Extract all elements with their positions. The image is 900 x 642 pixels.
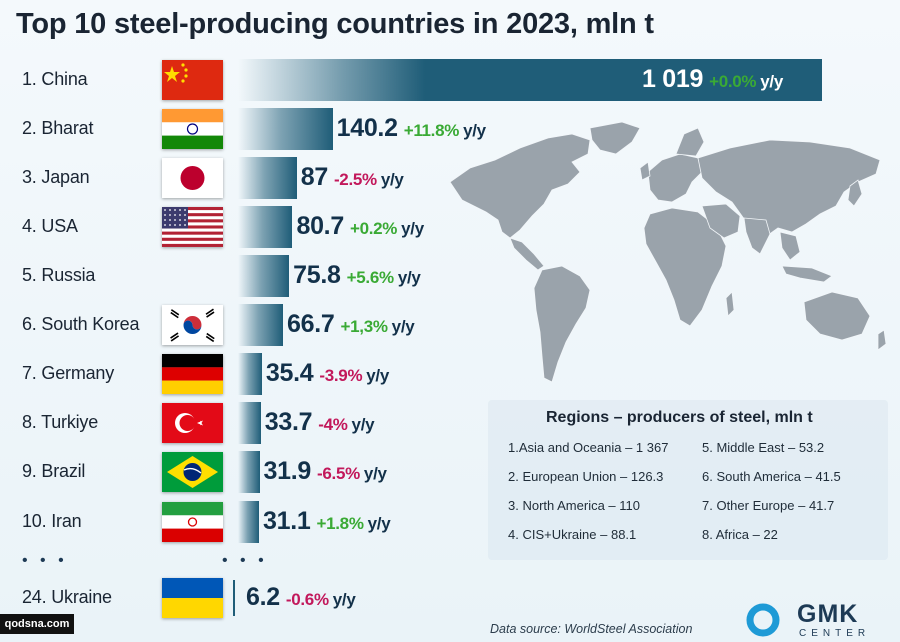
value-label: 35.4 -3.9% y/y [266,359,389,388]
value-label: 6.2 -0.6% y/y [246,583,356,612]
change-label: +5.6% [346,268,394,287]
bar [233,580,235,616]
data-source: Data source: WorldSteel Association [490,622,693,636]
region-item: 4. CIS+Ukraine – 88.1 [508,527,637,542]
south-korea-flag-icon [162,305,223,345]
change-label: -3.9% [319,366,363,385]
country-label: 5. Russia [22,265,96,285]
country-label: 8. Turkiye [22,412,99,432]
gmk-logo: GMK CENTER [745,600,895,642]
country-label: 6. South Korea [22,314,140,334]
value-number: 80.7 [296,212,344,240]
watermark: qodsna.com [0,614,74,634]
yy-suffix: y/y [401,219,424,238]
value-number: 87 [300,163,329,191]
value-label: 80.7 +0.2% y/y [296,212,424,241]
world-map-icon [449,121,887,383]
ukraine-flag-icon [162,578,223,618]
region-item: 5. Middle East – 53.2 [702,440,825,455]
country-label: 3. Japan [22,167,90,187]
yy-suffix: y/y [760,72,783,91]
gmk-ring-logo-icon [746,603,780,637]
value-number: 140.2 [336,114,398,142]
bar [238,108,333,150]
change-label: -2.5% [333,170,377,189]
yy-suffix: y/y [391,317,415,336]
germany-flag-icon [162,354,223,394]
country-label: 24. Ukraine [22,587,112,607]
bar [238,255,290,297]
yy-suffix: y/y [351,415,375,434]
yy-suffix: y/y [367,514,391,533]
value-label: 33.7 -4% y/y [265,408,375,437]
yy-suffix: y/y [397,268,421,287]
value-number: 6.2 [246,583,280,611]
value-label: 87 -2.5% y/y [301,163,404,192]
usa-flag-icon [162,207,223,247]
logo-name: GMK [797,600,859,628]
country-label: 4. USA [22,216,78,236]
change-label: +0.2% [349,219,398,238]
region-item: 1.Asia and Oceania – 1 367 [508,440,669,455]
india-flag-icon [162,109,223,149]
row-ellipsis-left: • • • [22,552,68,569]
bar [238,206,293,248]
yy-suffix: y/y [380,170,404,189]
value-label: 66.7 +1,3% y/y [287,310,415,339]
value-label: 140.2 +11.8% y/y [337,114,486,143]
bar [238,157,297,199]
change-label: -6.5% [317,464,360,483]
region-item: 2. European Union – 126.3 [508,469,664,484]
yy-suffix: y/y [366,366,390,385]
value-number: 1 019 [642,65,704,93]
region-item: 6. South America – 41.5 [702,469,841,484]
turkey-flag-icon [162,403,223,443]
value-number: 75.8 [293,261,341,289]
china-flag-icon [162,60,223,100]
chart-title: Top 10 steel-producing countries in 2023… [16,8,654,40]
change-label: +1.8% [316,514,364,533]
bar [238,451,260,493]
value-label: 1 019 +0.0% y/y [642,65,783,94]
change-label: -0.6% [285,590,329,609]
country-label: 9. Brazil [22,461,86,481]
bar [238,59,822,101]
yy-suffix: y/y [332,590,356,609]
value-label: 31.1 +1.8% y/y [262,507,391,536]
country-label: 1. China [22,69,88,89]
region-item: 8. Africa – 22 [702,527,778,542]
value-number: 35.4 [265,359,314,387]
regions-title: Regions – producers of steel, mln t [546,409,813,426]
bar [238,501,259,543]
yy-suffix: y/y [363,464,387,483]
value-number: 33.7 [264,408,313,436]
row-ellipsis-right: • • • [222,552,268,569]
change-label: +1,3% [340,317,388,336]
yy-suffix: y/y [463,121,486,140]
bar [238,304,284,346]
bar [238,402,261,444]
change-label: +11.8% [403,121,460,140]
bar [238,353,262,395]
value-number: 66.7 [287,310,335,338]
logo-subtitle: CENTER [799,628,871,639]
japan-flag-icon [162,158,223,198]
regions-panel: Regions – producers of steel, mln t 1.As… [488,400,888,560]
country-label: 10. Iran [22,511,82,531]
value-number: 31.9 [263,457,312,485]
brazil-flag-icon [162,452,223,492]
iran-flag-icon [162,502,223,542]
change-label: -4% [318,415,348,434]
value-label: 31.9 -6.5% y/y [264,457,387,486]
value-number: 31.1 [262,507,311,535]
change-label: +0.0% [709,72,757,91]
country-label: 7. Germany [22,363,115,383]
value-label: 75.8 +5.6% y/y [293,261,421,290]
region-item: 3. North America – 110 [508,498,640,513]
region-item: 7. Other Europe – 41.7 [702,498,835,513]
country-label: 2. Bharat [22,118,94,138]
